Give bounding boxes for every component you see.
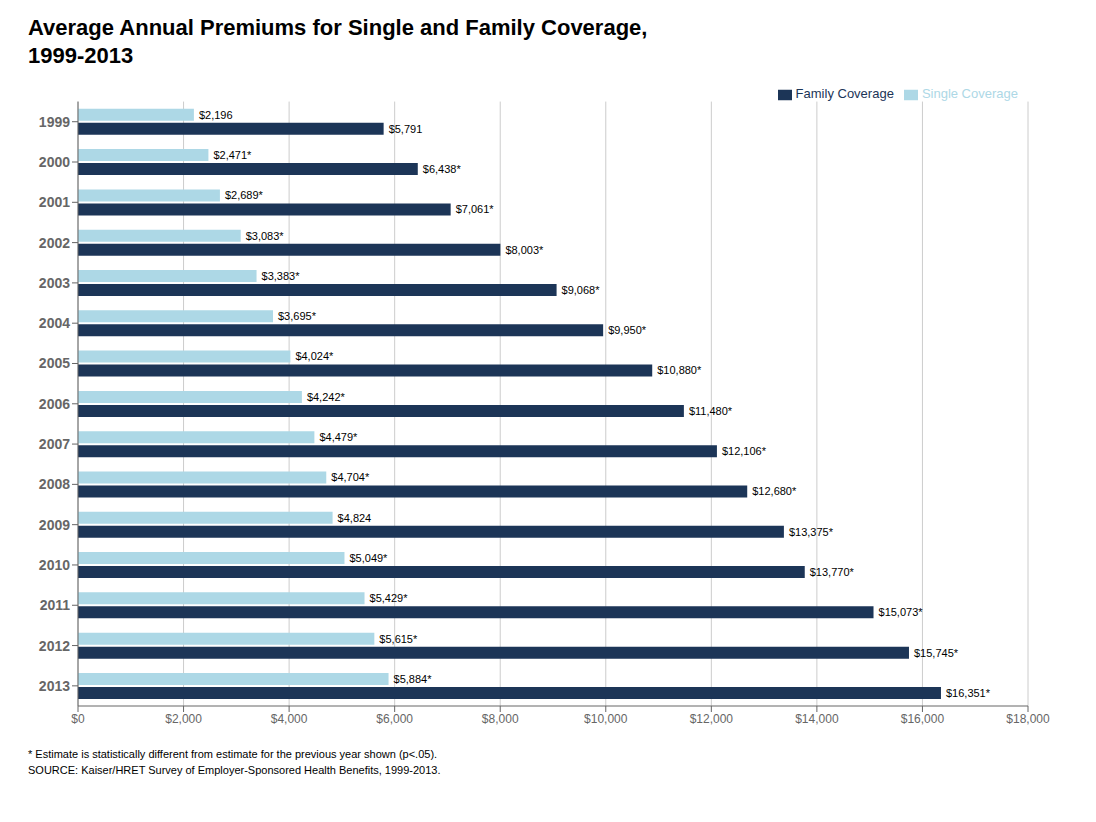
svg-text:$4,824: $4,824 <box>338 512 372 524</box>
svg-text:$4,704*: $4,704* <box>331 471 370 483</box>
html-text:Family Coverage: Family Coverage <box>795 86 894 101</box>
svg-text:$12,000: $12,000 <box>690 712 734 726</box>
svg-text:$4,242*: $4,242* <box>307 391 346 403</box>
svg-text:$11,480*: $11,480* <box>689 405 733 417</box>
svg-text:$7,061*: $7,061* <box>456 203 495 215</box>
svg-text:2007: 2007 <box>39 436 70 452</box>
svg-text:$8,003*: $8,003* <box>505 244 544 256</box>
svg-text:$6,438*: $6,438* <box>423 163 462 175</box>
svg-text:$13,770*: $13,770* <box>810 566 855 578</box>
html-text:Average Annual Premiums for Si: Average Annual Premiums for Single and F… <box>28 15 648 40</box>
svg-text:$3,383*: $3,383* <box>262 270 301 282</box>
svg-text:$16,000: $16,000 <box>901 712 945 726</box>
svg-text:$18,000: $18,000 <box>1006 712 1050 726</box>
svg-text:$4,024*: $4,024* <box>295 350 334 362</box>
svg-text:$5,791: $5,791 <box>389 123 423 135</box>
svg-text:2008: 2008 <box>39 476 70 492</box>
svg-text:2013: 2013 <box>39 678 70 694</box>
svg-text:$13,375*: $13,375* <box>789 526 834 538</box>
svg-text:2006: 2006 <box>39 396 70 412</box>
svg-text:2005: 2005 <box>39 355 70 371</box>
svg-text:$5,429*: $5,429* <box>370 592 409 604</box>
svg-text:$2,000: $2,000 <box>165 712 202 726</box>
svg-text:2010: 2010 <box>39 557 70 573</box>
svg-text:$12,106*: $12,106* <box>722 445 767 457</box>
svg-text:$9,068*: $9,068* <box>562 284 601 296</box>
svg-text:$5,615*: $5,615* <box>379 633 418 645</box>
svg-text:2001: 2001 <box>39 194 70 210</box>
svg-text:$3,083*: $3,083* <box>246 230 285 242</box>
svg-text:$3,695*: $3,695* <box>278 310 317 322</box>
svg-text:2000: 2000 <box>39 154 70 170</box>
svg-text:$16,351*: $16,351* <box>946 687 991 699</box>
svg-text:$14,000: $14,000 <box>795 712 839 726</box>
html-text:SOURCE: Kaiser/HRET Survey of: SOURCE: Kaiser/HRET Survey of Employer-S… <box>28 764 441 776</box>
svg-text:$4,479*: $4,479* <box>319 431 358 443</box>
svg-text:$5,884*: $5,884* <box>394 673 433 685</box>
svg-text:$0: $0 <box>71 712 85 726</box>
svg-text:2012: 2012 <box>39 638 70 654</box>
html-text:Single Coverage: Single Coverage <box>921 86 1018 101</box>
html-text:1999-2013: 1999-2013 <box>28 43 134 68</box>
svg-text:1999: 1999 <box>39 114 70 130</box>
svg-text:$10,000: $10,000 <box>584 712 628 726</box>
svg-text:$15,745*: $15,745* <box>914 647 959 659</box>
svg-text:$9,950*: $9,950* <box>608 324 647 336</box>
svg-text:$2,689*: $2,689* <box>225 189 264 201</box>
html-text:* Estimate is statistically di: * Estimate is statistically different fr… <box>28 748 438 760</box>
svg-text:2009: 2009 <box>39 517 70 533</box>
svg-text:2011: 2011 <box>40 597 71 613</box>
svg-text:$2,471*: $2,471* <box>213 149 252 161</box>
svg-text:$12,680*: $12,680* <box>752 485 797 497</box>
svg-text:$6,000: $6,000 <box>376 712 413 726</box>
svg-text:2002: 2002 <box>39 235 70 251</box>
svg-text:$10,880*: $10,880* <box>657 364 702 376</box>
svg-text:$5,049*: $5,049* <box>349 552 388 564</box>
svg-text:2003: 2003 <box>39 275 70 291</box>
svg-text:2004: 2004 <box>39 315 70 331</box>
svg-text:$8,000: $8,000 <box>482 712 519 726</box>
svg-text:$2,196: $2,196 <box>199 109 233 121</box>
svg-text:$4,000: $4,000 <box>271 712 308 726</box>
svg-text:$15,073*: $15,073* <box>879 606 924 618</box>
